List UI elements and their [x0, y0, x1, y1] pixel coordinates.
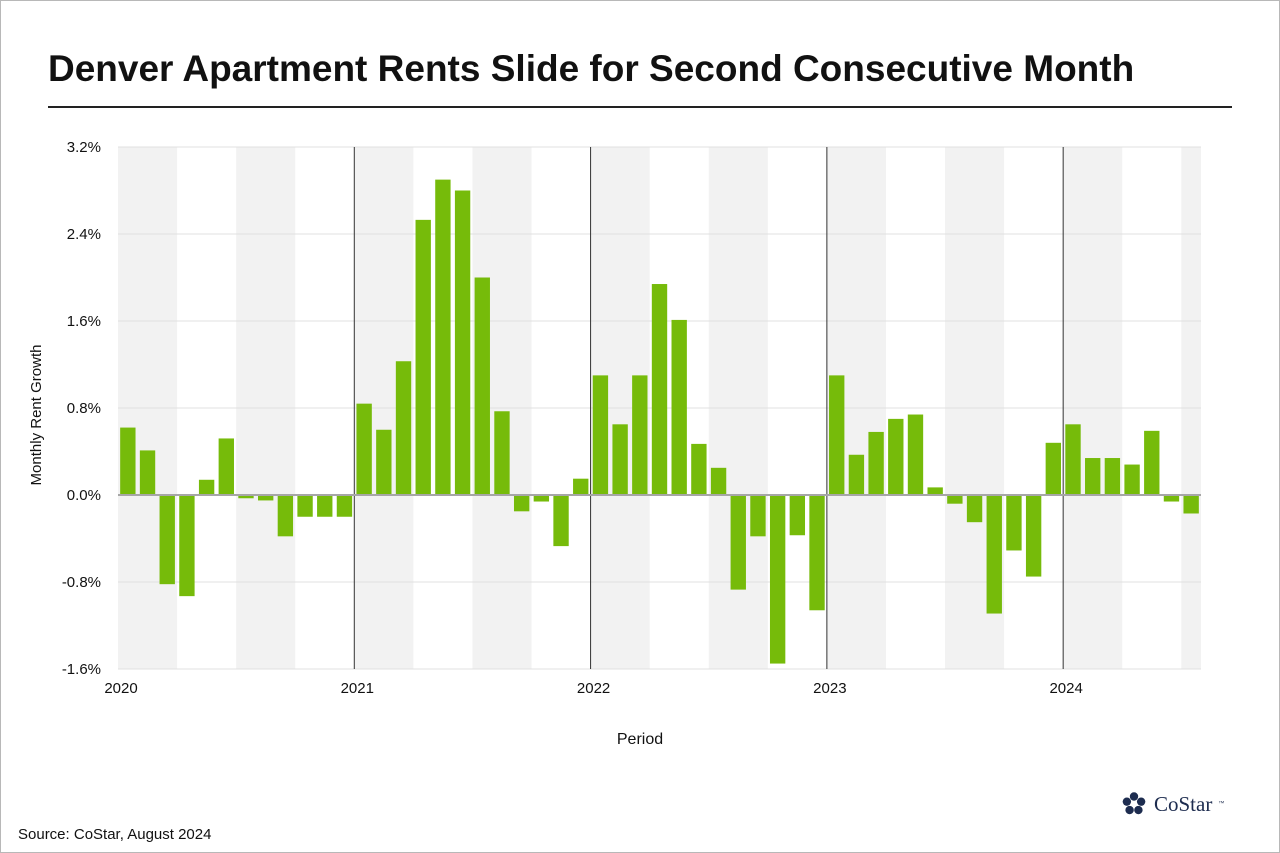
- logo-star-point: [1125, 805, 1134, 815]
- logo-star-point: [1129, 792, 1139, 801]
- bar: [258, 495, 274, 501]
- bar: [297, 495, 313, 517]
- logo-trademark: ™: [1218, 801, 1225, 807]
- y-tick-label: 1.6%: [67, 313, 101, 330]
- source-note: Source: CoStar, August 2024: [18, 826, 212, 843]
- y-tick-label: -1.6%: [62, 661, 101, 678]
- logo-star-point: [1136, 797, 1146, 806]
- bar: [829, 375, 845, 495]
- bar: [1144, 430, 1160, 495]
- bar: [454, 190, 471, 495]
- bar: [1104, 458, 1121, 495]
- bar: [513, 495, 530, 512]
- bar: [573, 478, 589, 495]
- bar: [769, 495, 786, 664]
- bar: [986, 495, 1002, 614]
- x-tick-label: 2022: [577, 680, 610, 697]
- bar: [120, 427, 136, 495]
- bar: [750, 495, 766, 537]
- bar: [809, 495, 825, 611]
- bars: [120, 179, 1199, 664]
- bar: [179, 495, 195, 597]
- bar: [1045, 442, 1061, 495]
- bar: [198, 479, 215, 495]
- bar: [907, 414, 924, 495]
- y-tick-label: 3.2%: [67, 139, 101, 156]
- bar: [612, 424, 628, 495]
- x-tick-label: 2021: [341, 680, 374, 697]
- x-tick-label: 2024: [1049, 680, 1082, 697]
- bar: [1085, 458, 1101, 495]
- bar: [317, 495, 333, 517]
- logo-text: CoStar: [1154, 791, 1213, 816]
- bar: [1006, 495, 1022, 551]
- bar: [376, 429, 392, 495]
- x-tick-label: 2023: [813, 680, 846, 697]
- bar: [848, 454, 865, 495]
- bar: [474, 277, 490, 495]
- chart-title: Denver Apartment Rents Slide for Second …: [48, 48, 1135, 89]
- costar-star-icon: [1122, 792, 1146, 815]
- bar: [395, 361, 412, 495]
- bar: [789, 495, 806, 536]
- x-tick-labels: 2020 2021 2022 2023 2024: [104, 680, 1083, 697]
- title-divider: [48, 106, 1232, 108]
- y-tick-label: 0.0%: [67, 487, 101, 504]
- y-tick-label: 0.8%: [67, 400, 101, 417]
- y-tick-labels: 3.2% 2.4% 1.6% 0.8% 0.0% -0.8% -1.6%: [62, 139, 101, 678]
- bar: [494, 411, 510, 495]
- bar: [356, 403, 372, 495]
- bar: [159, 495, 175, 585]
- bar: [592, 375, 609, 495]
- logo-star-center: [1131, 801, 1137, 807]
- bar: [1183, 495, 1199, 514]
- bar: [533, 495, 550, 502]
- bar: [868, 431, 884, 495]
- year-lines: [353, 147, 1064, 669]
- y-tick-label: 2.4%: [67, 226, 101, 243]
- x-axis-label: Period: [617, 731, 663, 748]
- bar: [1025, 495, 1042, 577]
- bar: [888, 418, 904, 495]
- y-axis-label: Monthly Rent Growth: [28, 345, 45, 486]
- logo-star-point: [1134, 805, 1143, 815]
- bar: [671, 319, 687, 495]
- bar: [415, 219, 431, 496]
- bar: [651, 284, 668, 495]
- bar: [632, 375, 648, 495]
- y-tick-label: -0.8%: [62, 574, 101, 591]
- bar: [1124, 464, 1140, 495]
- bar: [710, 467, 727, 495]
- bar: [927, 487, 943, 495]
- bar: [1065, 424, 1081, 495]
- bar: [1163, 495, 1180, 502]
- bar: [336, 495, 353, 517]
- bar: [277, 495, 294, 537]
- x-tick-label: 2020: [104, 680, 137, 697]
- bar: [947, 495, 963, 504]
- bar: [238, 495, 254, 499]
- bar: [553, 495, 569, 547]
- bar: [730, 495, 746, 590]
- bar: [691, 443, 707, 495]
- bar: [966, 495, 983, 523]
- logo-star-point: [1122, 797, 1132, 806]
- costar-logo: CoStar ™: [1120, 790, 1224, 818]
- bar: [435, 179, 451, 495]
- bar: [218, 438, 234, 495]
- bar: [139, 450, 156, 495]
